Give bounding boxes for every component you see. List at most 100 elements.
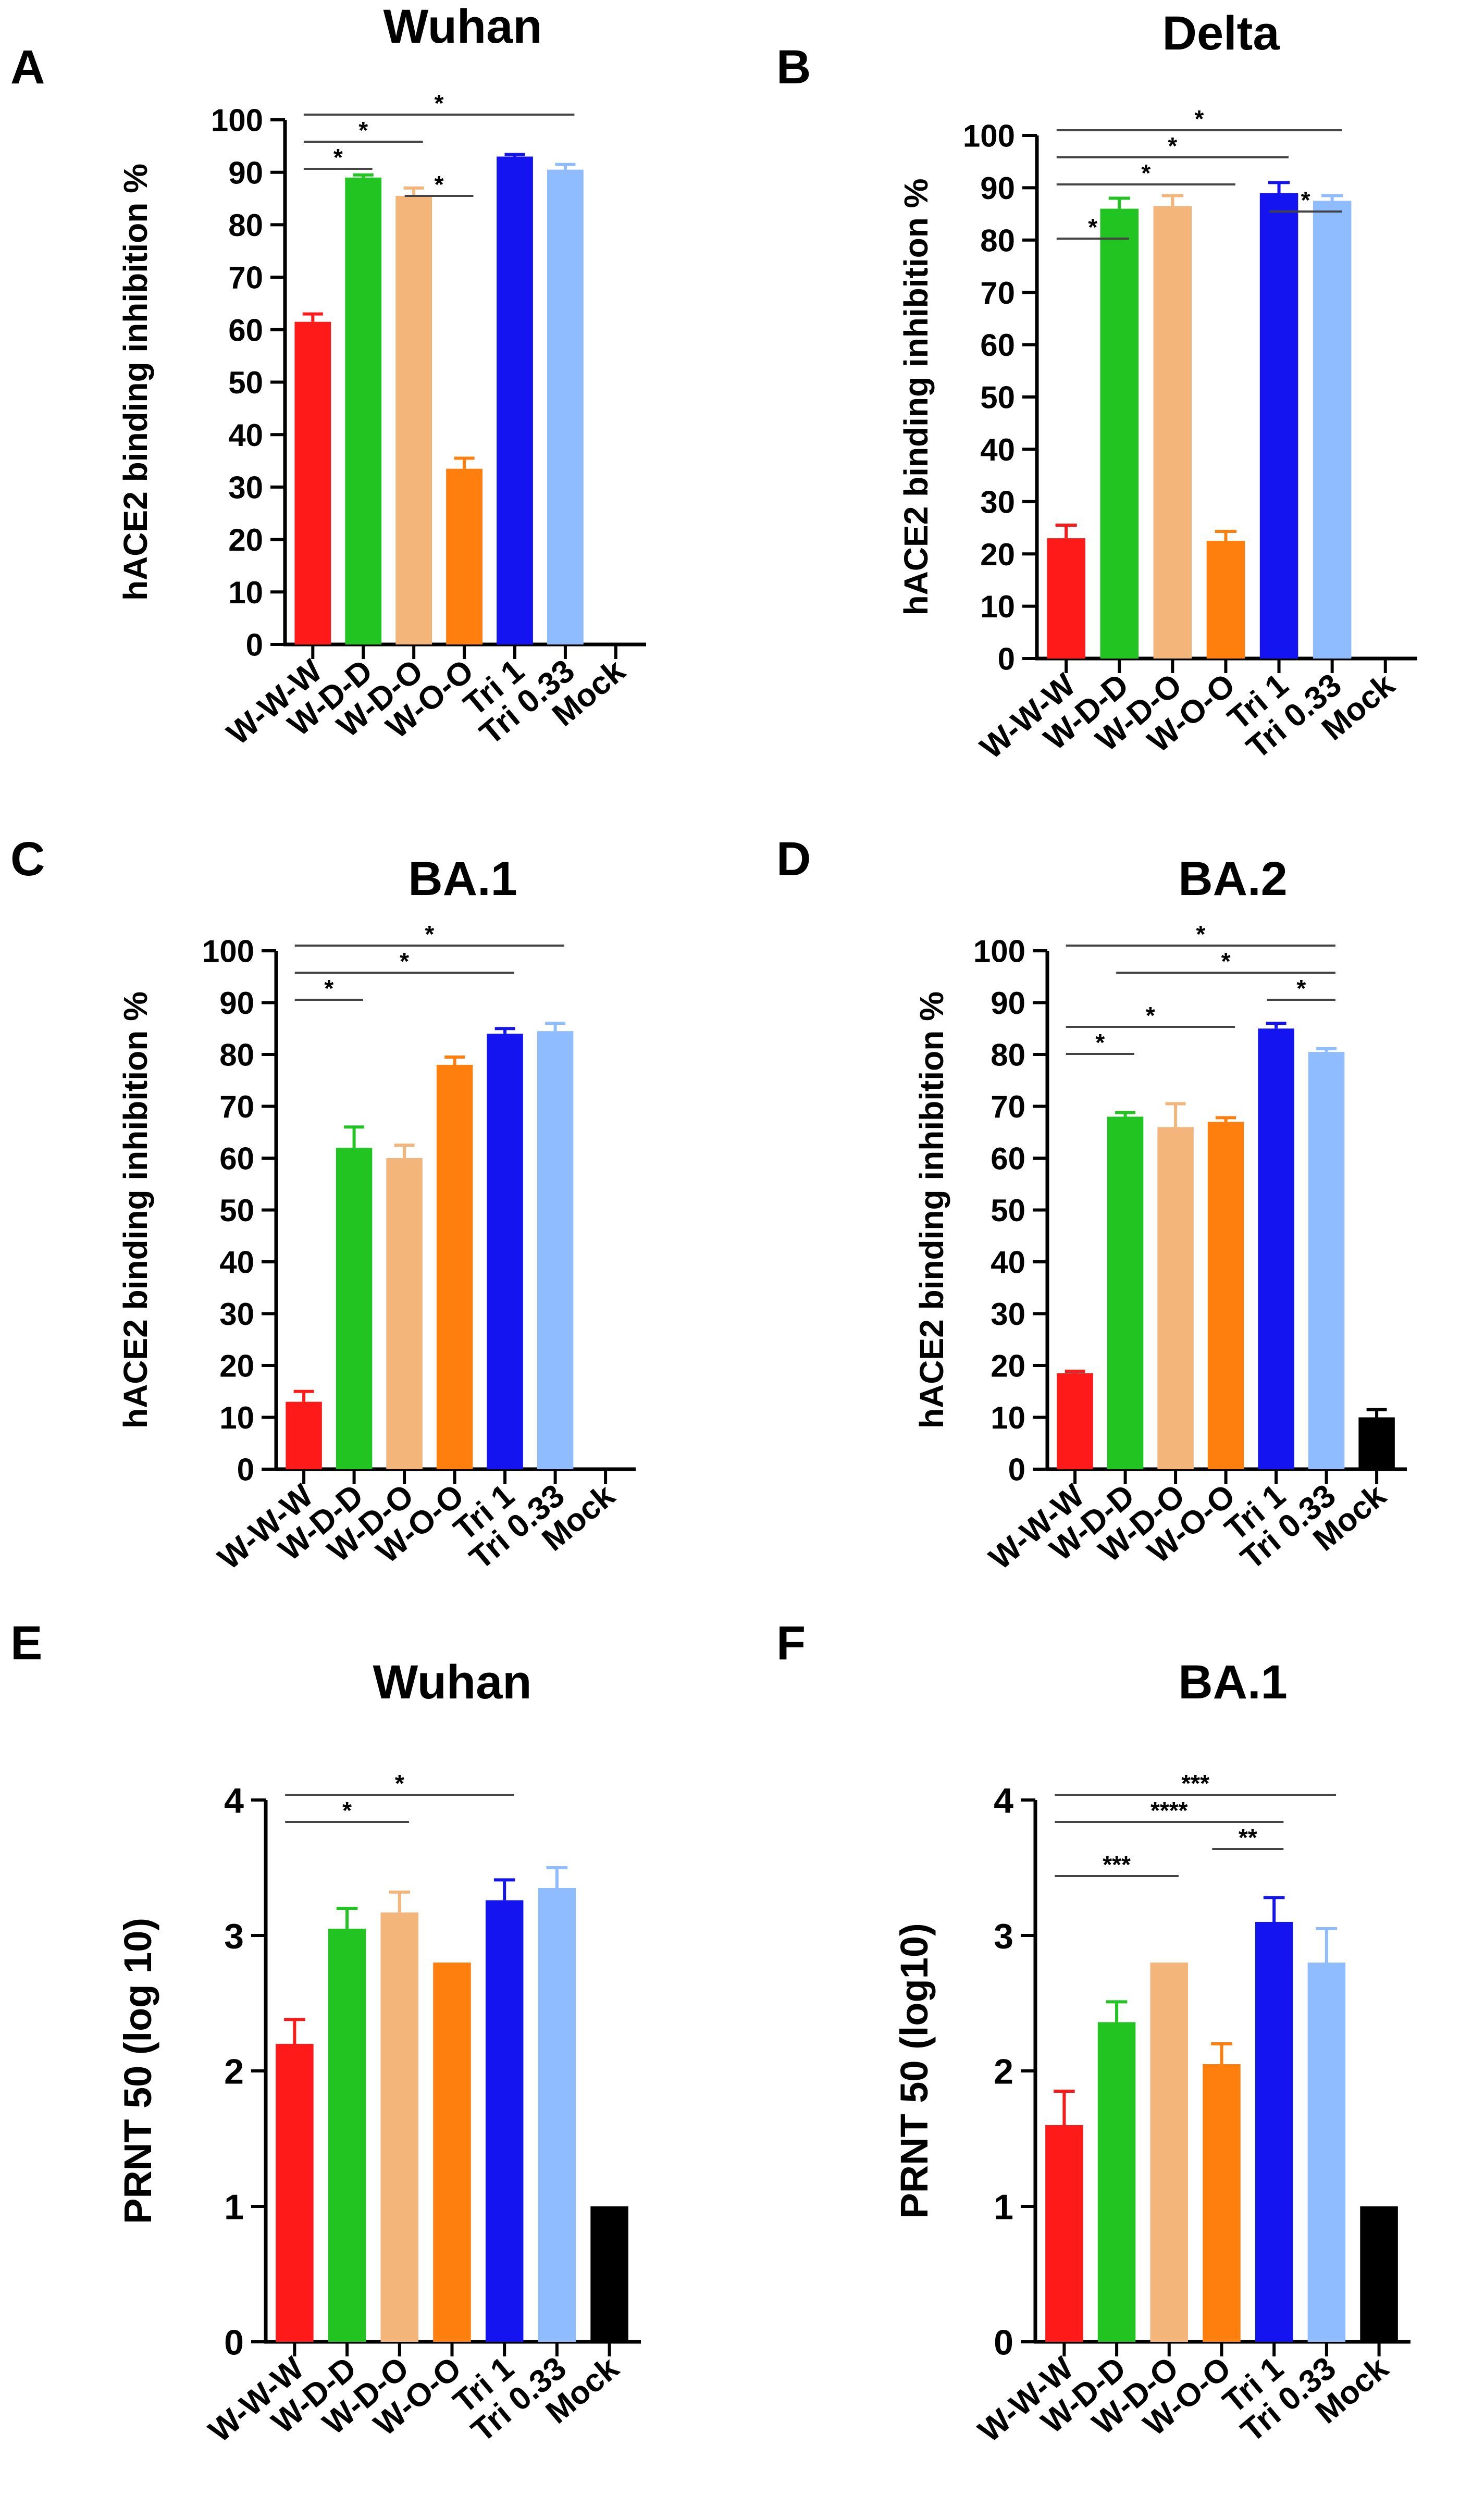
significance-label: * [435, 171, 444, 198]
bar [446, 468, 482, 644]
bar [433, 1963, 471, 2342]
y-tick-label: 2 [224, 2052, 244, 2091]
y-axis-label: hACE2 binding inhibition % [913, 991, 950, 1429]
significance-label: ** [1239, 1824, 1257, 1851]
bar [1360, 2206, 1398, 2342]
significance-label: *** [1181, 1770, 1209, 1797]
significance-label: * [1196, 921, 1205, 948]
bar [538, 1888, 576, 2342]
y-tick-label: 70 [980, 276, 1015, 311]
y-tick-label: 80 [228, 208, 263, 243]
significance-label: * [425, 921, 434, 948]
y-tick-label: 100 [202, 934, 254, 969]
y-tick-label: 20 [219, 1349, 254, 1384]
bar [485, 1900, 524, 2342]
bar [436, 1064, 473, 1469]
y-tick-label: 70 [228, 260, 263, 295]
y-axis-label: PRNT 50 (log 10) [116, 1918, 159, 2224]
y-axis-label: hACE2 binding inhibition % [897, 179, 935, 616]
y-tick-label: 40 [228, 418, 263, 453]
y-tick-label: 70 [219, 1089, 254, 1124]
y-tick-label: 40 [219, 1245, 254, 1280]
significance-label: * [342, 1797, 352, 1824]
significance-label: * [1296, 975, 1306, 1002]
bar [590, 2206, 628, 2342]
y-tick-label: 30 [219, 1297, 254, 1332]
y-tick-label: 10 [228, 575, 263, 610]
chart-title: BA.1 [1178, 1656, 1288, 1709]
y-tick-label: 20 [228, 523, 263, 557]
y-tick-label: 100 [963, 119, 1015, 154]
panel-C: C BA.1 0 10 20 30 40 50 60 70 80 90 100 hACE2 binding… [10, 833, 636, 1577]
y-tick-label: 90 [991, 986, 1025, 1021]
bar [286, 1401, 322, 1469]
y-tick-label: 1 [994, 2187, 1013, 2227]
bar [1100, 208, 1139, 659]
y-tick-label: 60 [980, 328, 1015, 363]
chart-title: BA.1 [408, 852, 517, 905]
y-tick-label: 0 [237, 1453, 254, 1487]
y-tick-label: 80 [219, 1038, 254, 1073]
bar [328, 1929, 366, 2342]
bar [345, 177, 382, 644]
bar [1255, 1922, 1293, 2342]
chart-title: Wuhan [373, 1656, 532, 1709]
y-tick-label: 3 [994, 1916, 1013, 1956]
y-tick-label: 30 [991, 1297, 1025, 1332]
panel-letter: C [10, 833, 45, 886]
y-tick-label: 40 [991, 1245, 1025, 1280]
y-tick-label: 60 [991, 1141, 1025, 1176]
y-axis-label: hACE2 binding inhibition % [117, 164, 154, 601]
y-tick-label: 4 [994, 1781, 1013, 1820]
chart-title: Wuhan [383, 0, 542, 53]
y-tick-label: 30 [228, 470, 263, 505]
bar [537, 1031, 574, 1469]
y-tick-label: 1 [224, 2187, 244, 2227]
y-tick-label: 10 [991, 1400, 1025, 1435]
bar [1153, 206, 1192, 659]
panel-D: D BA.2 0 10 20 30 40 50 60 70 80 90 100 hACE2 binding… [776, 833, 1407, 1577]
significance-label: *** [1103, 1851, 1131, 1878]
y-tick-label: 80 [980, 223, 1015, 258]
y-tick-label: 30 [980, 485, 1015, 519]
chart-title: Delta [1162, 7, 1280, 60]
panel-A: A Wuhan 0 10 20 30 40 50 60 70 80 90 100 hACE2 bindin… [10, 0, 646, 752]
chart-title: BA.2 [1178, 852, 1288, 905]
significance-label: * [333, 144, 343, 171]
y-tick-label: 0 [998, 642, 1015, 677]
panel-letter: D [776, 833, 811, 886]
significance-label: * [1194, 105, 1204, 132]
significance-label: * [435, 90, 444, 117]
significance-label: * [358, 117, 368, 144]
y-tick-label: 50 [991, 1193, 1025, 1228]
y-tick-label: 20 [991, 1349, 1025, 1384]
y-tick-label: 3 [224, 1916, 244, 1956]
y-tick-label: 50 [228, 365, 263, 400]
y-tick-label: 20 [980, 537, 1015, 572]
y-tick-label: 40 [980, 432, 1015, 467]
bar [1047, 538, 1085, 659]
bar [294, 321, 331, 644]
panel-letter: E [10, 1617, 42, 1670]
y-tick-label: 90 [219, 986, 254, 1021]
bar [386, 1158, 423, 1469]
significance-label: * [400, 948, 409, 975]
significance-label: * [1095, 1029, 1105, 1056]
y-tick-label: 50 [980, 380, 1015, 415]
y-tick-label: 4 [224, 1781, 244, 1820]
bar [1207, 1122, 1244, 1469]
significance-label: * [1168, 132, 1177, 159]
bar [1358, 1417, 1395, 1469]
bar [1307, 1963, 1346, 2342]
significance-label: * [1141, 159, 1150, 187]
bar [1097, 2022, 1136, 2342]
bar [1150, 1963, 1189, 2342]
bar [547, 169, 584, 644]
y-tick-label: 100 [211, 103, 263, 138]
significance-label: * [324, 975, 333, 1002]
bar [1157, 1127, 1194, 1469]
y-axis-label: PRNT 50 (log10) [893, 1923, 936, 2218]
